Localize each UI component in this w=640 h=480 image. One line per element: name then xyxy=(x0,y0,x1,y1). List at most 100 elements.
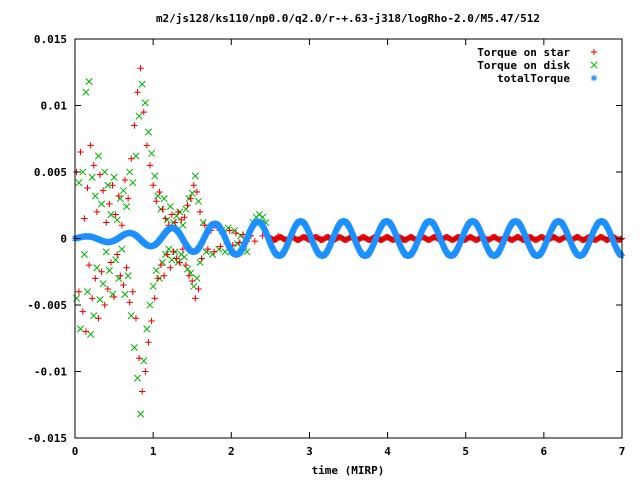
star-torque-point xyxy=(106,200,113,208)
disk-torque-point xyxy=(149,282,157,290)
disk-torque-point xyxy=(93,264,101,272)
x-tick-label: 4 xyxy=(384,445,391,458)
star-torque-point xyxy=(123,264,130,271)
disk-torque-point xyxy=(215,245,223,253)
star-torque-point xyxy=(113,251,121,258)
star-torque-point xyxy=(217,243,224,250)
disk-torque-point xyxy=(165,245,173,253)
star-torque-point xyxy=(226,227,233,234)
disk-torque-point xyxy=(173,212,181,220)
disk-torque-point xyxy=(108,290,117,298)
disk-torque-point xyxy=(113,216,121,224)
disk-torque-point xyxy=(85,78,93,86)
star-torque-point xyxy=(90,162,97,169)
x-tick-labels: 0 1 2 3 4 5 6 7 xyxy=(72,445,626,458)
y-tick-label: 0.015 xyxy=(34,33,67,46)
star-torque-point xyxy=(120,281,127,289)
star-torque-point xyxy=(171,219,179,226)
disk-torque-point xyxy=(144,128,153,136)
legend-label: Torque on star xyxy=(477,46,570,59)
x-tick-label: 5 xyxy=(462,445,469,458)
star-torque-point xyxy=(185,272,193,279)
star-torque-point xyxy=(124,195,132,202)
star-torque-point xyxy=(164,251,171,258)
x-tick-label: 1 xyxy=(150,445,157,458)
disk-torque-point xyxy=(123,203,131,211)
star-torque-point xyxy=(154,275,162,282)
legend-marker xyxy=(590,61,598,69)
disk-torque-point xyxy=(121,290,129,298)
disk-torque-point xyxy=(191,172,199,180)
star-torque-point xyxy=(181,214,188,221)
disk-torque-point xyxy=(138,80,146,88)
disk-torque-point xyxy=(94,152,102,160)
star-torque-point xyxy=(110,293,118,301)
star-torque-point xyxy=(128,155,135,162)
star-torque-point xyxy=(92,275,99,282)
chart-title: m2/js128/ks110/np0.0/q2.0/r-+.63-j318/lo… xyxy=(156,12,540,25)
x-tick-label: 3 xyxy=(306,445,313,458)
star-torque-point xyxy=(118,222,126,229)
star-torque-point xyxy=(134,89,141,96)
star-torque-point xyxy=(129,288,137,295)
disk-torque-point xyxy=(230,226,238,235)
star-torque-point xyxy=(75,288,83,295)
star-torque-point xyxy=(173,255,180,262)
star-torque-point xyxy=(190,182,197,189)
disk-torque-point xyxy=(148,149,156,157)
disk-torque-point xyxy=(132,152,140,160)
disk-torque-point xyxy=(88,173,96,181)
star-torque-point xyxy=(196,208,204,216)
disk-torque-point xyxy=(168,256,176,264)
star-torque-point xyxy=(85,261,93,269)
star-torque-point xyxy=(140,108,147,116)
star-torque-point xyxy=(189,277,196,285)
disk-torque-point xyxy=(99,280,107,288)
star-torque-point xyxy=(176,259,183,266)
star-torque-point xyxy=(170,248,177,255)
star-torque-point xyxy=(81,215,88,222)
star-torque-point xyxy=(617,235,625,243)
star-torque-point xyxy=(101,301,108,309)
legend-marker xyxy=(590,74,598,82)
disk-torque-point xyxy=(190,282,198,290)
y-tick-label: 0.01 xyxy=(41,100,68,113)
disk-torque-point xyxy=(126,168,134,176)
x-tick-label: 6 xyxy=(541,445,548,458)
disk-torque-point xyxy=(119,187,128,195)
star-torque-point xyxy=(137,65,144,72)
star-torque-point xyxy=(178,216,185,224)
star-torque-point xyxy=(121,176,129,184)
disk-torque-point xyxy=(152,266,160,274)
disk-torque-point xyxy=(102,248,110,256)
disk-torque-point xyxy=(133,374,142,382)
star-torque-point xyxy=(232,229,240,237)
disk-torque-point xyxy=(83,288,92,296)
star-torque-point xyxy=(117,272,124,279)
disk-torque-point xyxy=(104,181,112,189)
star-torque-point xyxy=(109,182,116,189)
disk-torque-point xyxy=(202,248,210,256)
disk-torque-point xyxy=(188,189,196,197)
star-torque-point xyxy=(151,295,158,302)
star-torque-point xyxy=(198,255,205,262)
disk-torque-point xyxy=(101,168,109,176)
disk-torque-point xyxy=(79,168,87,176)
disk-torque-point xyxy=(96,296,104,304)
star-torque-point xyxy=(103,219,110,226)
star-torque-point xyxy=(187,195,194,202)
disk-torque-point xyxy=(80,250,88,259)
star-torque-point xyxy=(195,285,202,293)
star-torque-point xyxy=(126,299,133,306)
disk-torque-point xyxy=(82,88,90,96)
disk-torque-point xyxy=(141,99,149,107)
disk-torque-point xyxy=(180,253,188,261)
disk-torque-point xyxy=(105,266,113,274)
disk-torque-point xyxy=(233,240,242,248)
x-tick-label: 0 xyxy=(72,445,79,458)
disk-torque-point xyxy=(107,211,115,219)
star-torque-point xyxy=(146,162,154,169)
star-torque-point xyxy=(168,211,176,218)
star-torque-point xyxy=(157,261,165,269)
